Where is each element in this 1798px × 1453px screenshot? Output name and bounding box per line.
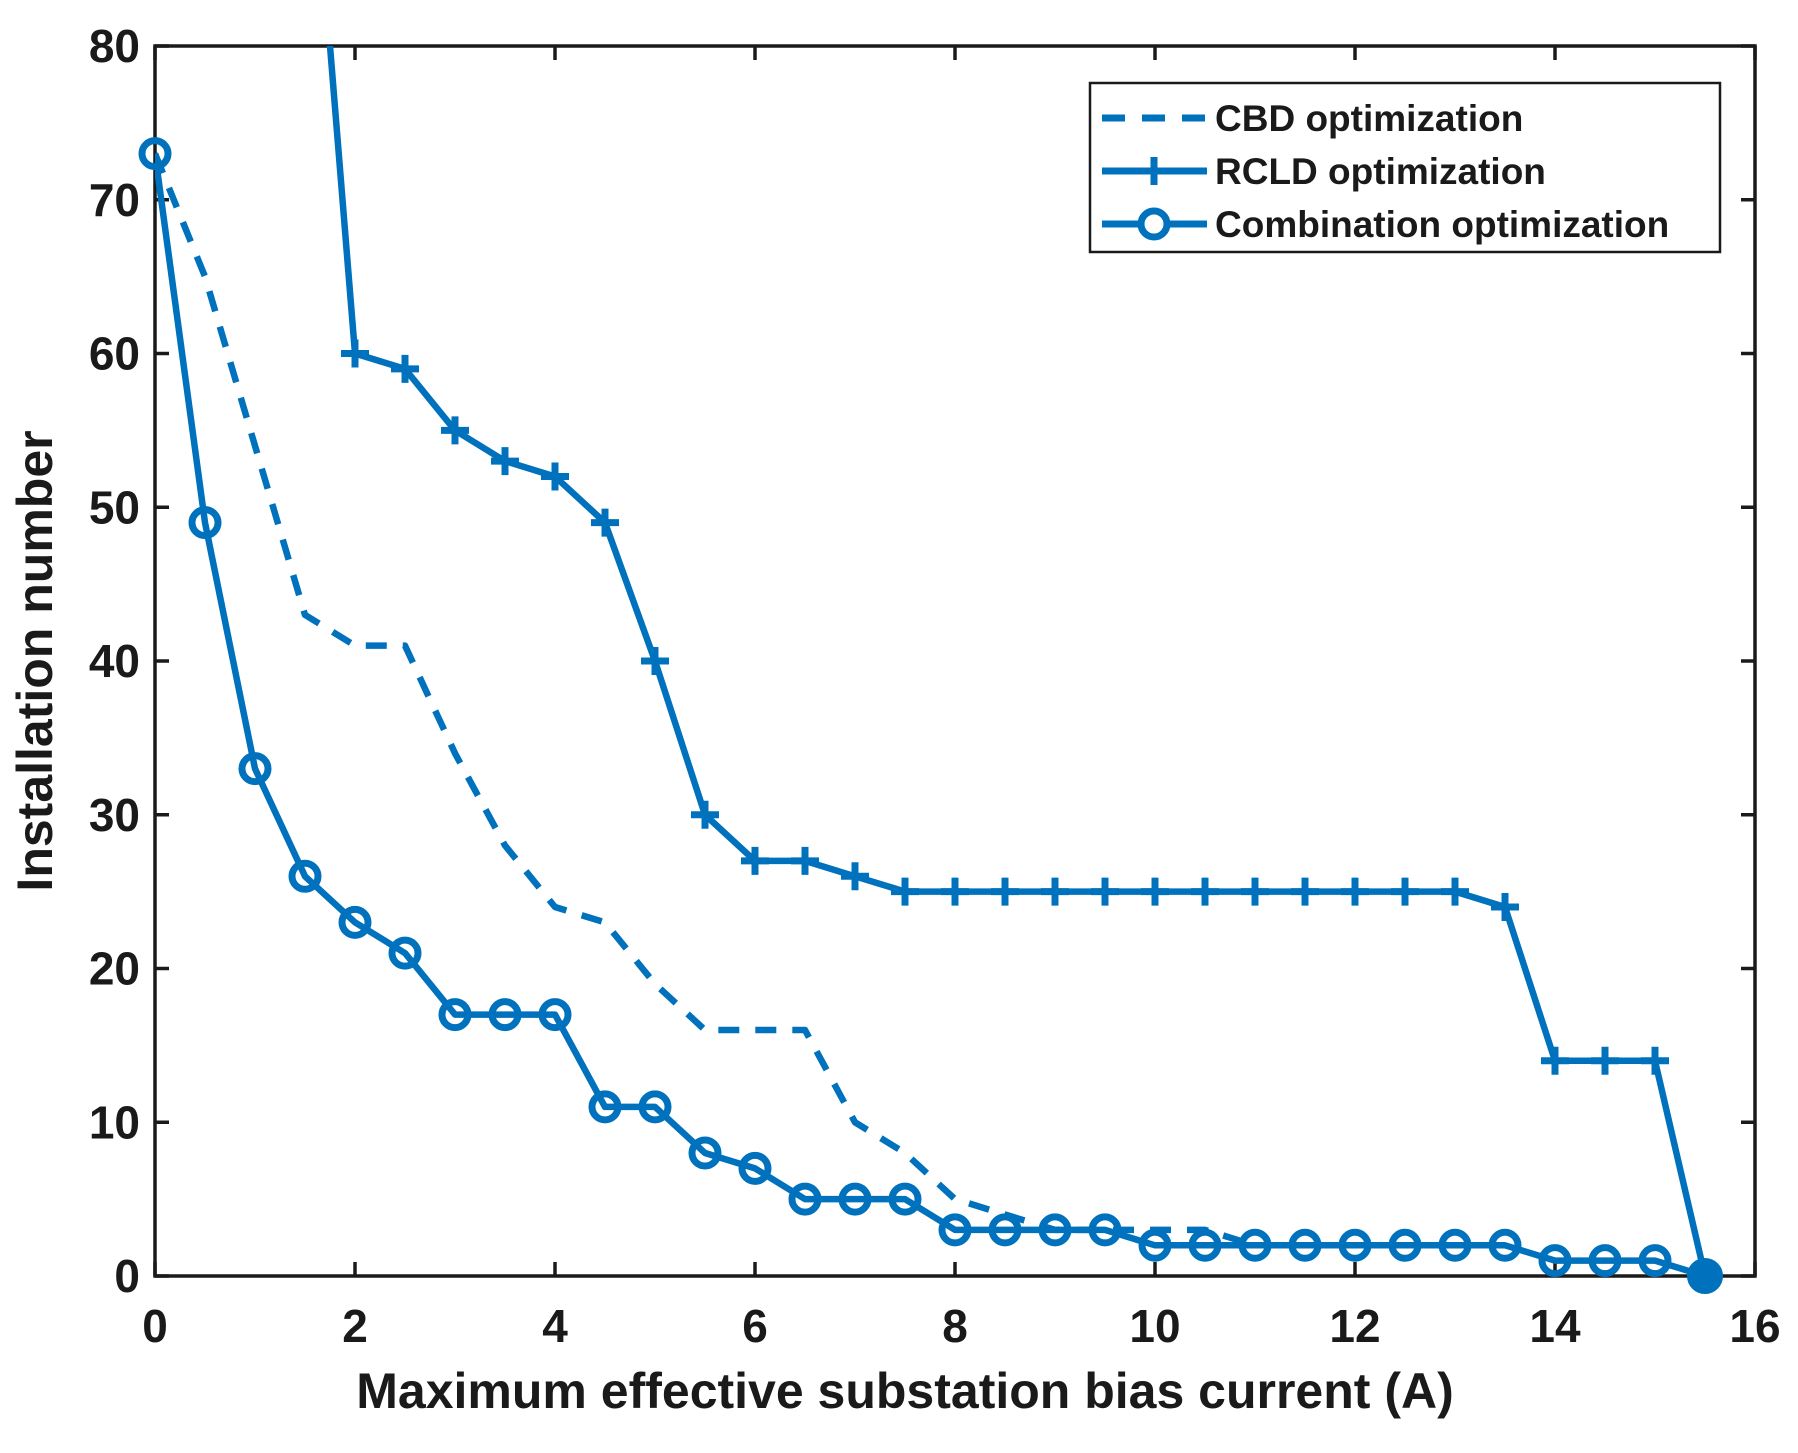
x-tick-label: 10 [1129,1300,1180,1352]
legend-circle-marker [1137,207,1171,241]
circle-marker [288,859,322,893]
circle-marker [438,998,472,1032]
legend: CBD optimization RCLD optimization Combi… [1088,81,1722,254]
x-tick-label: 12 [1329,1300,1380,1352]
circle-marker [1588,1244,1622,1278]
x-tick-label: 4 [542,1300,568,1352]
circle-marker [188,506,222,540]
x-tick-label: 8 [942,1300,968,1352]
circle-marker [1138,1228,1172,1262]
circle-marker [238,752,272,786]
circle-marker [1388,1228,1422,1262]
circle-marker [388,936,422,970]
legend-item-cbd: CBD optimization [1102,98,1523,139]
circle-marker [1088,1213,1122,1247]
x-tick-labels: 0 2 4 6 8 10 12 14 16 [142,1300,1780,1352]
circle-marker [138,137,172,171]
circle-marker [738,1151,772,1185]
y-tick-label: 20 [89,943,140,995]
circle-marker [1288,1228,1322,1262]
series-markers [138,137,1723,1294]
y-tick-label: 0 [114,1250,140,1302]
circle-marker [938,1213,972,1247]
circle-marker [888,1182,922,1216]
circle-marker [1038,1213,1072,1247]
series-line-2 [155,153,1706,1276]
end-point-filled-marker [1687,1258,1723,1294]
y-tick-label: 30 [89,789,140,841]
circle-marker [988,1213,1022,1247]
x-axis-title: Maximum effective substation bias curren… [356,1363,1453,1419]
circle-marker [1238,1228,1272,1262]
circle-marker [1538,1244,1572,1278]
axes-box [153,44,1757,1278]
y-tick-label: 50 [89,481,140,533]
legend-item-rcld: RCLD optimization [1102,151,1546,192]
circle-marker [588,1090,622,1124]
y-axis-title: Installation number [7,430,63,891]
circle-marker [338,905,372,939]
circle-marker [688,1136,722,1170]
circle-marker [1488,1228,1522,1262]
series-line-0 [155,152,1256,1249]
circle-marker [538,998,572,1032]
y-tick-label: 80 [89,20,140,72]
x-tick-label: 6 [742,1300,768,1352]
x-tick-label: 16 [1729,1300,1780,1352]
legend-label-combination: Combination optimization [1215,204,1669,245]
x-tick-label: 2 [342,1300,368,1352]
legend-item-combination: Combination optimization [1102,204,1669,245]
legend-label-rcld: RCLD optimization [1215,151,1546,192]
legend-label-cbd: CBD optimization [1215,98,1523,139]
circle-marker [1438,1228,1472,1262]
circle-marker [838,1182,872,1216]
y-tick-label: 60 [89,328,140,380]
y-tick-labels: 0 10 20 30 40 50 60 70 80 [89,20,140,1302]
circle-marker [1638,1244,1672,1278]
y-tick-label: 70 [89,174,140,226]
circle-marker [638,1090,672,1124]
circle-marker [1338,1228,1372,1262]
circle-marker [788,1182,822,1216]
y-tick-label: 10 [89,1096,140,1148]
circle-marker [1188,1228,1222,1262]
x-tick-label: 14 [1529,1300,1581,1352]
y-tick-label: 40 [89,635,140,687]
x-tick-label: 0 [142,1300,168,1352]
circle-marker [488,998,522,1032]
